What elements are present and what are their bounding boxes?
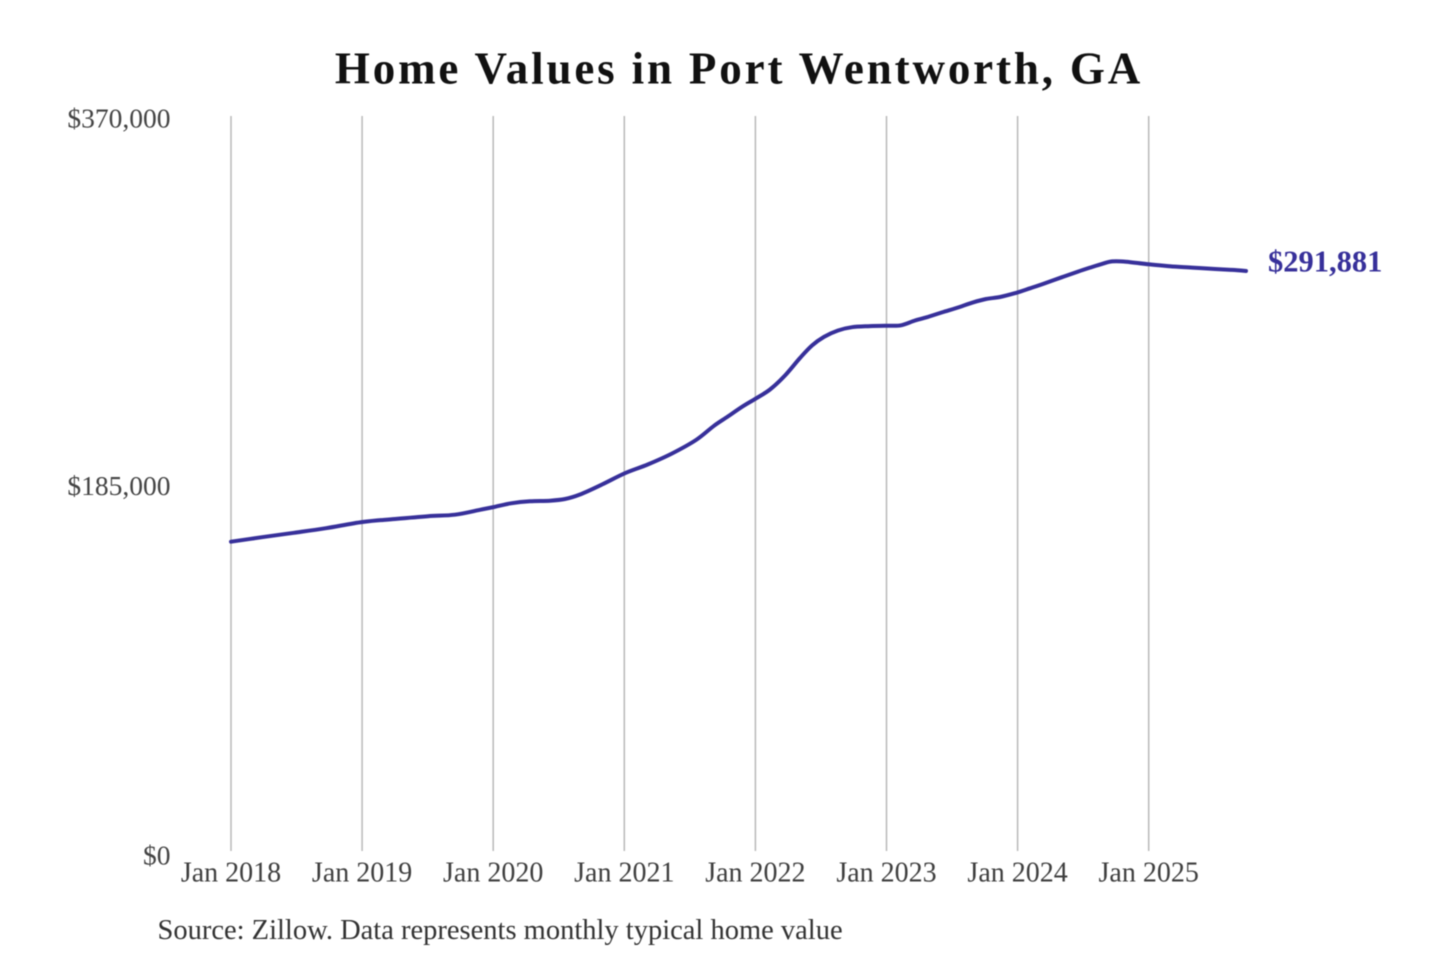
svg-text:Jan 2020: Jan 2020 [443, 858, 543, 889]
svg-text:Source: Zillow. Data represent: Source: Zillow. Data represents monthly … [158, 915, 843, 946]
svg-text:Jan 2018: Jan 2018 [181, 858, 281, 889]
svg-text:$291,881: $291,881 [1268, 245, 1382, 279]
svg-text:Jan 2022: Jan 2022 [705, 858, 805, 889]
svg-text:Jan 2024: Jan 2024 [967, 858, 1067, 889]
svg-text:Jan 2025: Jan 2025 [1099, 858, 1199, 889]
svg-text:$0: $0 [143, 840, 171, 871]
svg-text:Jan 2023: Jan 2023 [836, 858, 936, 889]
svg-text:$370,000: $370,000 [67, 103, 170, 134]
svg-text:$185,000: $185,000 [67, 470, 170, 501]
svg-text:Jan 2019: Jan 2019 [312, 858, 412, 889]
svg-text:Jan 2021: Jan 2021 [574, 858, 674, 889]
svg-text:Home Values in Port Wentworth,: Home Values in Port Wentworth, GA [335, 44, 1143, 94]
